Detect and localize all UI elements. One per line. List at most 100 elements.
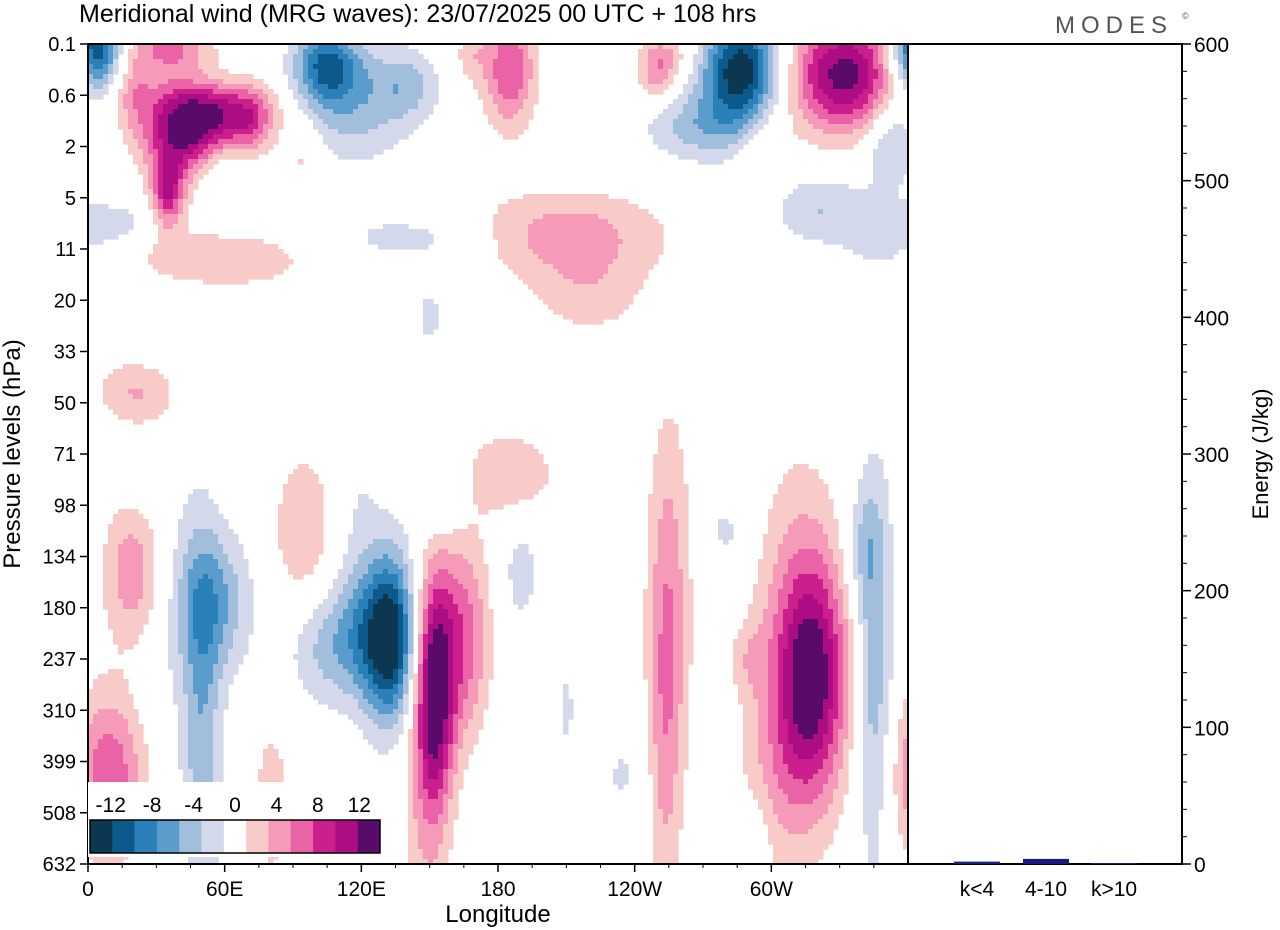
heatmap-cell [818, 624, 829, 630]
heatmap-cell [423, 564, 429, 570]
heatmap-cell [868, 549, 874, 555]
heatmap-cell [863, 749, 884, 755]
heatmap-cell [373, 84, 394, 90]
heatmap-cell [868, 554, 874, 560]
heatmap-cell [353, 674, 364, 680]
heatmap-cell [858, 539, 869, 545]
heatmap-cell [793, 119, 809, 125]
heatmap-cell [328, 594, 339, 600]
heatmap-cell [663, 704, 674, 710]
heatmap-cell [458, 749, 474, 755]
heatmap-cell [163, 59, 179, 65]
heatmap-cell [463, 584, 479, 590]
heatmap-cell [128, 764, 139, 770]
heatmap-cell [728, 44, 754, 50]
heatmap-cell [653, 839, 679, 845]
heatmap-cell [368, 684, 379, 690]
heatmap-cell [428, 774, 439, 780]
heatmap-cell [768, 74, 774, 80]
heatmap-cell [788, 94, 799, 100]
heatmap-cell [278, 539, 324, 545]
heatmap-cell [658, 544, 679, 550]
heatmap-cell [448, 734, 454, 740]
heatmap-cell [428, 584, 464, 590]
heatmap-cell [463, 714, 474, 720]
heatmap-cell [113, 519, 149, 525]
heatmap-cell [508, 564, 534, 570]
heatmap-cell [178, 729, 189, 735]
heatmap-cell [863, 649, 869, 655]
heatmap-cell [903, 804, 908, 810]
heatmap-cell [373, 54, 424, 60]
heatmap-cell [498, 209, 649, 215]
heatmap-cell [898, 69, 904, 75]
heatmap-cell [658, 674, 674, 680]
heatmap-cell [873, 79, 884, 85]
heatmap-cell [413, 714, 419, 720]
heatmap-cell [773, 74, 779, 80]
heatmap-cell [103, 569, 119, 575]
heatmap-cell [193, 149, 204, 155]
heatmap-cell [648, 719, 654, 725]
heatmap-cell [353, 74, 369, 80]
heatmap-cell [788, 794, 819, 800]
heatmap-cell [833, 84, 854, 90]
heatmap-cell [788, 529, 824, 535]
heatmap-cell [833, 729, 839, 735]
heatmap-cell [768, 104, 774, 110]
heatmap-cell [678, 554, 689, 560]
heatmap-cell [133, 734, 144, 740]
heatmap-cell [828, 709, 839, 715]
heatmap-cell [318, 114, 404, 120]
heatmap-cell [153, 184, 159, 190]
energy-category-label: k<4 [960, 878, 995, 901]
heatmap-cell [743, 739, 759, 745]
heatmap-cell [673, 774, 684, 780]
heatmap-cell [303, 64, 309, 70]
heatmap-cell [413, 809, 424, 815]
heatmap-cell [778, 779, 804, 785]
heatmap-cell [813, 54, 824, 60]
heatmap-cell [653, 614, 664, 620]
heatmap-cell [718, 524, 734, 530]
heatmap-cell [278, 544, 324, 550]
heatmap-cell [408, 824, 419, 830]
heatmap-cell [293, 74, 304, 80]
heatmap-cell [868, 659, 884, 665]
heatmap-cell [698, 64, 709, 70]
heatmap-cell [493, 64, 524, 70]
heatmap-cell [473, 614, 484, 620]
heatmap-cell [298, 664, 319, 670]
heatmap-cell [413, 689, 419, 695]
heatmap-cell [188, 539, 219, 545]
heatmap-cell [888, 129, 908, 135]
heatmap-cell [398, 614, 404, 620]
heatmap-cell [208, 694, 219, 700]
heatmap-cell [753, 599, 769, 605]
heatmap-cell [868, 669, 884, 675]
heatmap-cell [653, 634, 659, 640]
heatmap-cell [498, 254, 539, 260]
heatmap-cell [88, 64, 94, 70]
heatmap-cell [428, 609, 434, 615]
heatmap-cell [443, 784, 449, 790]
heatmap-cell [273, 104, 279, 110]
heatmap-cell [573, 319, 604, 325]
heatmap-cell [168, 134, 204, 140]
heatmap-cell [753, 104, 759, 110]
heatmap-cell [733, 649, 749, 655]
heatmap-cell [88, 759, 94, 765]
heatmap-cell [383, 554, 389, 560]
energy-tick-label: 500 [1194, 171, 1229, 194]
heatmap-cell [228, 594, 239, 600]
heatmap-cell [468, 694, 479, 700]
heatmap-cell [198, 554, 214, 560]
heatmap-cell [113, 734, 134, 740]
heatmap-cell [808, 104, 824, 110]
heatmap-cell [793, 744, 824, 750]
heatmap-cell [338, 569, 354, 575]
heatmap-cell [123, 129, 134, 135]
heatmap-cell [128, 124, 144, 130]
heatmap-cell [118, 89, 129, 95]
heatmap-cell [453, 719, 459, 725]
